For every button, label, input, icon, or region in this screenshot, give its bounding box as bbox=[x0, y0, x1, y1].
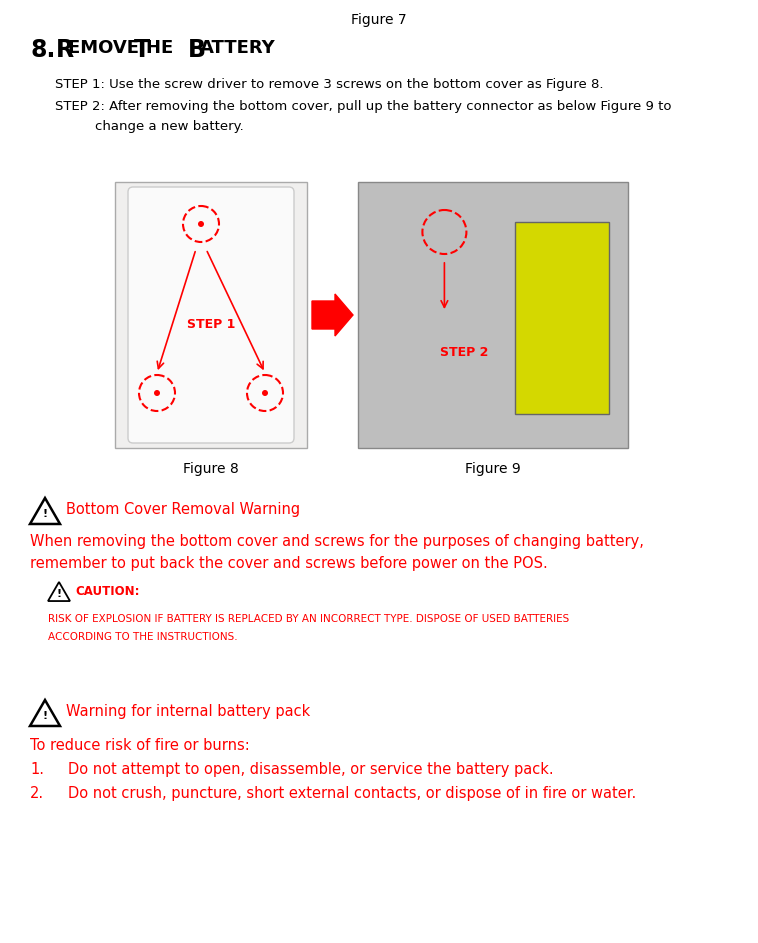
Text: EMOVE: EMOVE bbox=[68, 39, 146, 57]
Text: RISK OF EXPLOSION IF BATTERY IS REPLACED BY AN INCORRECT TYPE. DISPOSE OF USED B: RISK OF EXPLOSION IF BATTERY IS REPLACED… bbox=[48, 614, 569, 624]
Text: !: ! bbox=[42, 711, 48, 721]
Text: Bottom Cover Removal Warning: Bottom Cover Removal Warning bbox=[66, 502, 300, 517]
Circle shape bbox=[262, 390, 268, 396]
Text: HE: HE bbox=[146, 39, 180, 57]
Text: STEP 2: After removing the bottom cover, pull up the battery connector as below : STEP 2: After removing the bottom cover,… bbox=[55, 100, 672, 113]
Text: 8.: 8. bbox=[30, 38, 55, 62]
Bar bbox=[358, 182, 628, 448]
Text: change a new battery.: change a new battery. bbox=[95, 120, 244, 133]
Text: STEP 1: Use the screw driver to remove 3 screws on the bottom cover as Figure 8.: STEP 1: Use the screw driver to remove 3… bbox=[55, 78, 603, 91]
Text: R: R bbox=[56, 38, 74, 62]
Text: STEP 2: STEP 2 bbox=[440, 345, 489, 358]
Text: To reduce risk of fire or burns:: To reduce risk of fire or burns: bbox=[30, 738, 249, 753]
Text: STEP 1: STEP 1 bbox=[186, 319, 235, 332]
Text: T: T bbox=[134, 38, 150, 62]
Text: Figure 7: Figure 7 bbox=[351, 13, 407, 27]
Text: CAUTION:: CAUTION: bbox=[75, 585, 139, 598]
Text: !: ! bbox=[42, 509, 48, 519]
Text: Figure 9: Figure 9 bbox=[465, 462, 521, 476]
Bar bbox=[515, 222, 609, 414]
Text: ATTERY: ATTERY bbox=[200, 39, 276, 57]
Text: Figure 8: Figure 8 bbox=[183, 462, 239, 476]
Text: 1.: 1. bbox=[30, 762, 44, 777]
Text: remember to put back the cover and screws before power on the POS.: remember to put back the cover and screw… bbox=[30, 556, 548, 571]
Text: When removing the bottom cover and screws for the purposes of changing battery,: When removing the bottom cover and screw… bbox=[30, 534, 644, 549]
Text: !: ! bbox=[56, 588, 61, 599]
Text: Do not crush, puncture, short external contacts, or dispose of in fire or water.: Do not crush, puncture, short external c… bbox=[68, 786, 636, 801]
Text: B: B bbox=[188, 38, 206, 62]
Bar bbox=[115, 182, 307, 448]
Circle shape bbox=[154, 390, 160, 396]
Text: ACCORDING TO THE INSTRUCTIONS.: ACCORDING TO THE INSTRUCTIONS. bbox=[48, 632, 237, 642]
FancyBboxPatch shape bbox=[128, 187, 294, 443]
Circle shape bbox=[198, 221, 204, 227]
FancyArrow shape bbox=[312, 294, 353, 336]
Text: 2.: 2. bbox=[30, 786, 44, 801]
Text: Warning for internal battery pack: Warning for internal battery pack bbox=[66, 704, 310, 719]
Text: Do not attempt to open, disassemble, or service the battery pack.: Do not attempt to open, disassemble, or … bbox=[68, 762, 553, 777]
